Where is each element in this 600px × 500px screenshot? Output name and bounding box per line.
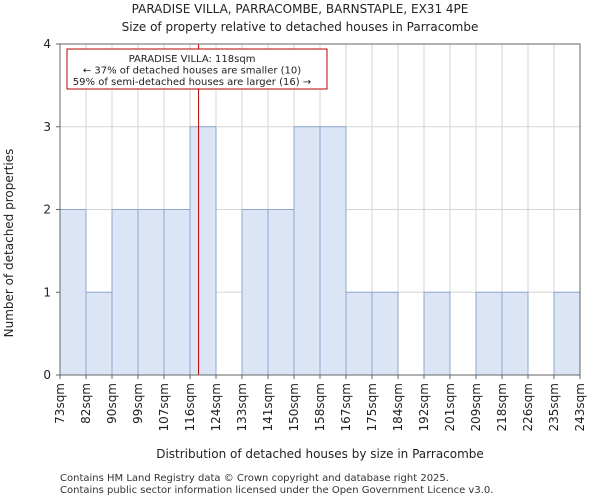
x-tick-label: 192sqm bbox=[417, 383, 431, 431]
y-tick-label: 2 bbox=[43, 203, 51, 217]
x-tick-label: 235sqm bbox=[547, 383, 561, 431]
x-tick-label: 141sqm bbox=[261, 383, 275, 431]
x-tick-label: 107sqm bbox=[157, 383, 171, 431]
histogram-bar bbox=[293, 126, 321, 376]
x-tick-label: 116sqm bbox=[183, 383, 197, 431]
x-tick-label: 209sqm bbox=[469, 383, 483, 431]
x-axis-label: Distribution of detached houses by size … bbox=[156, 447, 484, 461]
histogram-bar bbox=[345, 291, 373, 376]
histogram-bar bbox=[85, 291, 113, 376]
axis-layer: 0 1 2 3 4 73sqm 82sqm 90sqm 99sqm 107sqm 116sqm 124… bbox=[43, 37, 587, 431]
histogram-bar bbox=[137, 209, 165, 376]
x-tick-label: 243sqm bbox=[573, 383, 587, 431]
y-tick-label: 1 bbox=[43, 285, 51, 299]
annotation-line: ← 37% of detached houses are smaller (10… bbox=[83, 66, 301, 77]
chart-subtitle: Size of property relative to detached ho… bbox=[121, 20, 479, 34]
x-tick-label: 167sqm bbox=[339, 383, 353, 431]
x-tick-label: 184sqm bbox=[391, 383, 405, 431]
annotation-line: PARADISE VILLA: 118sqm bbox=[129, 54, 256, 65]
footer-licence: Contains public sector information licen… bbox=[60, 485, 494, 496]
histogram-bar bbox=[59, 209, 87, 376]
bar-layer bbox=[59, 126, 581, 376]
histogram-bar bbox=[319, 126, 347, 376]
histogram-bar bbox=[267, 209, 295, 376]
y-tick-label: 3 bbox=[43, 120, 51, 134]
x-tick-label: 73sqm bbox=[53, 383, 67, 424]
x-tick-label: 218sqm bbox=[495, 383, 509, 431]
x-tick-label: 158sqm bbox=[313, 383, 327, 431]
x-tick-label: 82sqm bbox=[79, 383, 93, 424]
x-tick-label: 133sqm bbox=[235, 383, 249, 431]
x-tick-label: 99sqm bbox=[131, 383, 145, 424]
histogram-bar bbox=[371, 291, 399, 376]
histogram-bar bbox=[111, 209, 139, 376]
histogram-bar bbox=[553, 291, 581, 376]
x-tick-label: 175sqm bbox=[365, 383, 379, 431]
annotation-line: 59% of semi-detached houses are larger (… bbox=[73, 77, 311, 88]
footer-copyright: Contains HM Land Registry data © Crown c… bbox=[60, 473, 449, 484]
histogram-bar bbox=[163, 209, 191, 376]
y-tick-label: 4 bbox=[43, 37, 51, 51]
x-tick-label: 90sqm bbox=[105, 383, 119, 424]
chart-title: PARADISE VILLA, PARRACOMBE, BARNSTAPLE, … bbox=[131, 2, 469, 16]
x-tick-label: 201sqm bbox=[443, 383, 457, 431]
x-tick-label: 124sqm bbox=[209, 383, 223, 431]
y-axis-label: Number of detached properties bbox=[2, 149, 16, 338]
histogram-bar bbox=[241, 209, 269, 376]
histogram-bar bbox=[501, 291, 529, 376]
x-tick-label: 150sqm bbox=[287, 383, 301, 431]
marker-layer: PARADISE VILLA: 118sqm← 37% of detached … bbox=[66, 44, 328, 375]
annotation-box bbox=[66, 48, 328, 90]
y-tick-label: 0 bbox=[43, 368, 51, 382]
x-tick-label: 226sqm bbox=[521, 383, 535, 431]
histogram-bar bbox=[423, 291, 451, 376]
histogram-chart: PARADISE VILLA: 118sqm← 37% of detached … bbox=[2, 37, 587, 461]
histogram-bar bbox=[475, 291, 503, 376]
histogram-bar bbox=[189, 126, 217, 376]
